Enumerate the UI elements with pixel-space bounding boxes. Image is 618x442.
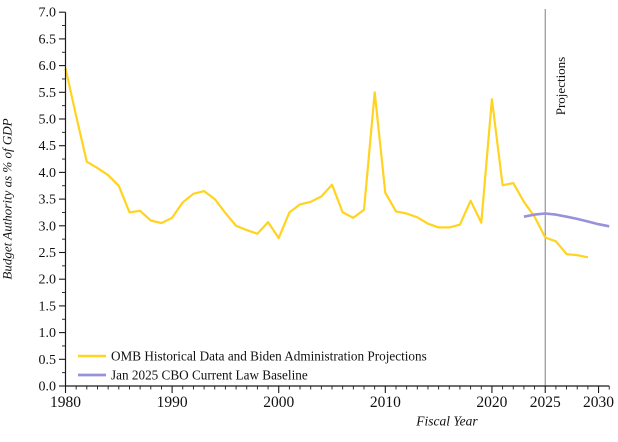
y-tick-label: 6.0 [39, 59, 57, 74]
y-tick-label: 6.5 [39, 32, 57, 47]
y-tick-label: 3.5 [39, 193, 57, 208]
y-axis-title: Budget Authority as % of GDP [0, 118, 15, 279]
y-tick-label: 3.0 [39, 219, 57, 234]
y-tick-label: 1.0 [39, 326, 57, 341]
y-tick-label: 1.5 [39, 299, 57, 314]
legend-label-omb: OMB Historical Data and Biden Administra… [111, 349, 427, 364]
series-line-cbo [523, 212, 610, 228]
y-tick-label: 5.0 [39, 113, 57, 128]
y-tick-label: 5.5 [39, 86, 57, 101]
y-tick-label: 7.0 [39, 6, 57, 21]
y-tick-label: 2.0 [39, 273, 57, 288]
y-tick-label: 4.0 [39, 166, 57, 181]
x-tick-label: 2010 [370, 394, 401, 411]
y-tick-label: 0.5 [39, 353, 57, 368]
x-tick-label: 2030 [583, 394, 614, 411]
y-tick-label: 2.5 [39, 246, 57, 261]
x-tick-label: 2020 [476, 394, 507, 411]
x-tick-label: 2025 [530, 394, 561, 411]
projections-annotation-label: Projections [553, 57, 568, 116]
x-tick-label: 1980 [50, 394, 81, 411]
y-tick-label: 4.5 [39, 139, 57, 154]
series-line-omb [64, 68, 589, 259]
x-tick-label: 2000 [263, 394, 294, 411]
legend-label-cbo: Jan 2025 CBO Current Law Baseline [111, 368, 308, 383]
x-axis-title: Fiscal Year [415, 414, 478, 429]
y-tick-label: 0.0 [39, 380, 57, 395]
x-tick-label: 1990 [157, 394, 188, 411]
